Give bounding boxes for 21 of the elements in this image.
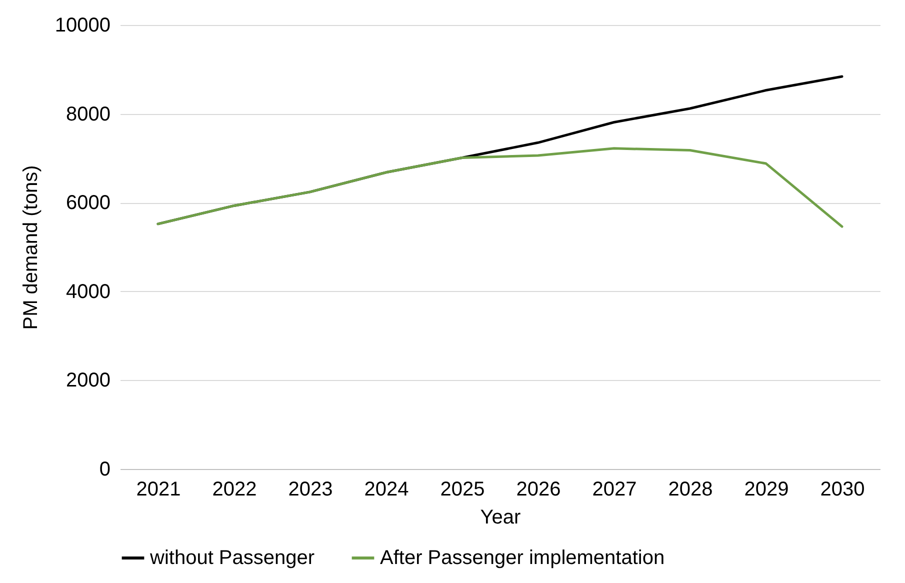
x-tick-label: 2030	[820, 478, 865, 500]
x-tick-label: 2021	[136, 478, 181, 500]
y-tick-label: 10000	[54, 14, 110, 36]
legend-label: After Passenger implementation	[380, 547, 665, 569]
y-tick-label: 0	[99, 458, 110, 480]
x-tick-label: 2027	[592, 478, 637, 500]
y-tick-label: 2000	[66, 370, 110, 392]
y-tick-label: 6000	[66, 192, 110, 214]
y-tick-label: 8000	[66, 103, 110, 126]
line-series	[156, 147, 844, 228]
x-tick-label: 2024	[364, 478, 409, 500]
x-tick-label: 2025	[440, 478, 485, 500]
x-tick-label: 2028	[668, 478, 713, 500]
x-tick-label: 2026	[516, 478, 561, 500]
legend-label: without Passenger	[149, 547, 315, 569]
x-axis-title: Year	[480, 506, 522, 528]
x-tick-label: 2029	[744, 478, 789, 500]
x-tick-label: 2022	[212, 478, 257, 500]
y-axis-title: PM demand (tons)	[20, 165, 42, 330]
y-tick-label: 4000	[66, 280, 110, 303]
x-tick-label: 2023	[288, 478, 333, 500]
